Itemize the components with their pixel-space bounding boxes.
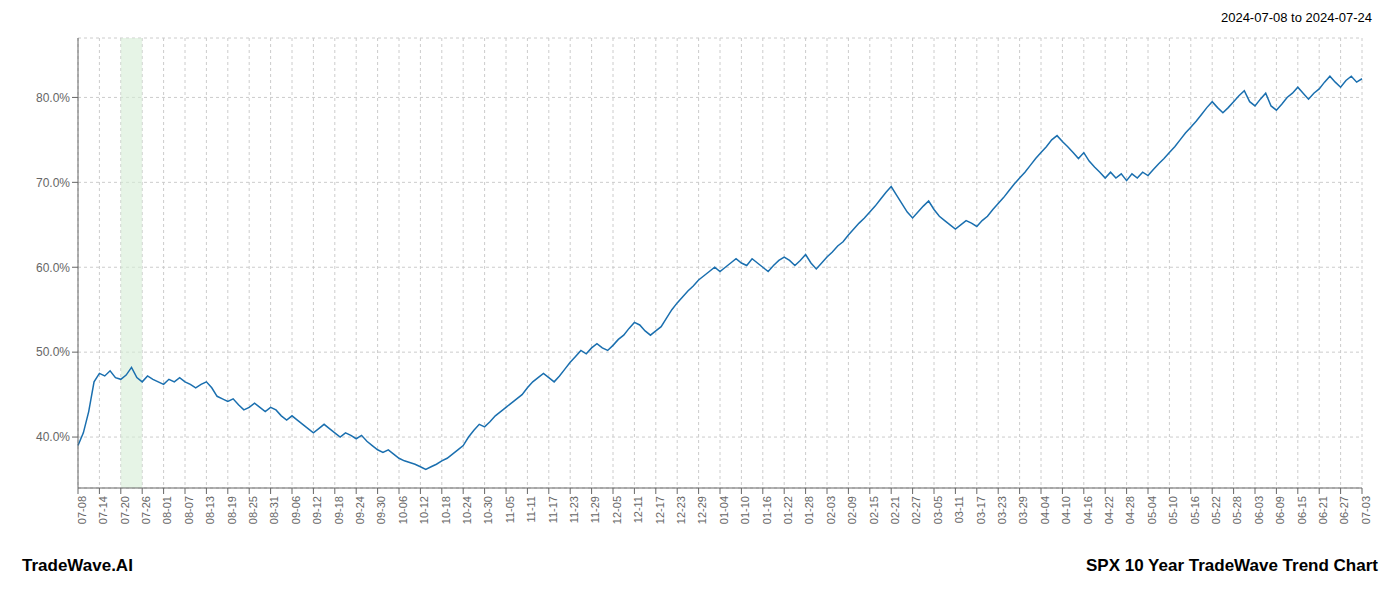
svg-text:06-27: 06-27 [1338, 496, 1350, 524]
svg-text:08-19: 08-19 [226, 496, 238, 524]
svg-text:04-04: 04-04 [1039, 496, 1051, 524]
svg-text:01-04: 01-04 [718, 496, 730, 524]
svg-text:60.0%: 60.0% [36, 261, 70, 275]
svg-text:03-17: 03-17 [975, 496, 987, 524]
svg-text:07-26: 07-26 [140, 496, 152, 524]
svg-text:08-07: 08-07 [183, 496, 195, 524]
svg-text:06-21: 06-21 [1317, 496, 1329, 524]
svg-text:02-21: 02-21 [889, 496, 901, 524]
svg-text:08-25: 08-25 [247, 496, 259, 524]
svg-text:11-05: 11-05 [504, 496, 516, 523]
svg-text:10-30: 10-30 [482, 496, 494, 524]
svg-text:07-03: 07-03 [1360, 496, 1372, 524]
svg-text:07-20: 07-20 [119, 496, 131, 524]
svg-text:02-03: 02-03 [825, 496, 837, 524]
svg-text:03-29: 03-29 [1017, 496, 1029, 524]
svg-text:11-23: 11-23 [568, 496, 580, 523]
svg-text:08-13: 08-13 [204, 496, 216, 524]
svg-text:12-23: 12-23 [675, 496, 687, 524]
svg-text:01-16: 01-16 [761, 496, 773, 524]
svg-text:07-14: 07-14 [97, 496, 109, 524]
svg-text:11-11: 11-11 [525, 496, 537, 523]
svg-text:01-22: 01-22 [782, 496, 794, 524]
svg-text:09-06: 09-06 [290, 496, 302, 524]
svg-text:02-09: 02-09 [846, 496, 858, 524]
svg-text:05-22: 05-22 [1210, 496, 1222, 524]
svg-text:05-16: 05-16 [1189, 496, 1201, 524]
svg-text:08-31: 08-31 [268, 496, 280, 524]
svg-text:80.0%: 80.0% [36, 91, 70, 105]
html-text:SPX 10 Year TradeWave Trend Ch: SPX 10 Year TradeWave Trend Chart [1086, 556, 1378, 575]
svg-text:03-11: 03-11 [953, 496, 965, 523]
html-text:2024-07-08 to 2024-07-24: 2024-07-08 to 2024-07-24 [1220, 10, 1372, 25]
svg-text:07-08: 07-08 [76, 496, 88, 524]
html-text:TradeWave.AI: TradeWave.AI [22, 556, 133, 575]
svg-text:06-15: 06-15 [1296, 496, 1308, 524]
svg-text:10-24: 10-24 [461, 496, 473, 524]
svg-text:10-18: 10-18 [440, 496, 452, 524]
svg-text:40.0%: 40.0% [36, 430, 70, 444]
svg-text:08-01: 08-01 [161, 496, 173, 524]
svg-text:12-17: 12-17 [654, 496, 666, 524]
svg-text:11-17: 11-17 [547, 496, 559, 523]
svg-text:09-12: 09-12 [311, 496, 323, 524]
svg-text:05-28: 05-28 [1231, 496, 1243, 524]
svg-text:04-16: 04-16 [1082, 496, 1094, 524]
svg-text:12-29: 12-29 [696, 496, 708, 524]
svg-text:10-12: 10-12 [418, 496, 430, 524]
svg-text:01-10: 01-10 [739, 496, 751, 524]
svg-text:05-04: 05-04 [1146, 496, 1158, 524]
svg-text:12-05: 12-05 [611, 496, 623, 524]
svg-text:70.0%: 70.0% [36, 176, 70, 190]
svg-text:06-09: 06-09 [1274, 496, 1286, 524]
svg-text:02-27: 02-27 [910, 496, 922, 524]
svg-text:09-30: 09-30 [375, 496, 387, 524]
svg-text:05-10: 05-10 [1167, 496, 1179, 524]
svg-text:09-24: 09-24 [354, 496, 366, 524]
svg-text:09-18: 09-18 [333, 496, 345, 524]
svg-text:03-23: 03-23 [996, 496, 1008, 524]
svg-text:12-11: 12-11 [632, 496, 644, 523]
svg-text:01-28: 01-28 [803, 496, 815, 524]
svg-text:10-06: 10-06 [397, 496, 409, 524]
svg-text:04-28: 04-28 [1124, 496, 1136, 524]
svg-text:06-03: 06-03 [1253, 496, 1265, 524]
svg-text:04-22: 04-22 [1103, 496, 1115, 524]
svg-text:50.0%: 50.0% [36, 345, 70, 359]
svg-text:11-29: 11-29 [589, 496, 601, 523]
svg-text:02-15: 02-15 [868, 496, 880, 524]
svg-text:03-05: 03-05 [932, 496, 944, 524]
svg-text:04-10: 04-10 [1060, 496, 1072, 524]
